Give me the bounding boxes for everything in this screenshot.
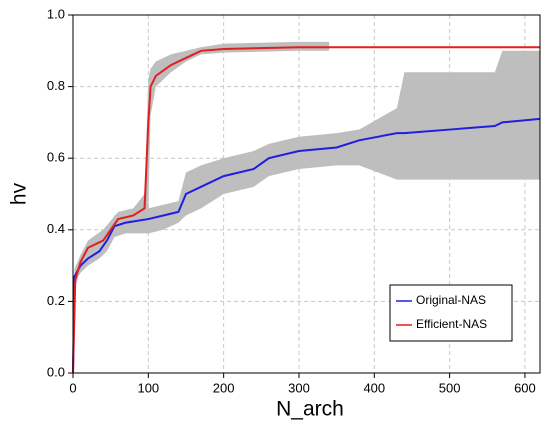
x-tick-label: 600 [514, 380, 536, 395]
x-tick-label: 500 [439, 380, 461, 395]
x-tick-label: 0 [69, 380, 76, 395]
x-tick-label: 300 [288, 380, 310, 395]
y-axis-label: hv [8, 182, 31, 205]
legend-box [389, 284, 513, 342]
x-tick-label: 200 [213, 380, 235, 395]
legend-label: Efficient-NAS [416, 317, 487, 331]
x-axis-label: N_arch [276, 398, 344, 421]
plot-frame [72, 14, 541, 374]
y-tick-label: 0.6 [47, 150, 65, 165]
y-tick-label: 0.8 [47, 78, 65, 93]
x-tick-label: 400 [363, 380, 385, 395]
legend-label: Original-NAS [416, 293, 486, 307]
line [72, 46, 540, 374]
x-tick-label: 100 [137, 380, 159, 395]
line [72, 117, 541, 374]
y-tick-label: 1.0 [47, 6, 65, 21]
y-tick-label: 0.4 [47, 221, 65, 236]
y-tick-label: 0.2 [47, 293, 65, 308]
y-tick-label: 0.0 [47, 364, 65, 379]
